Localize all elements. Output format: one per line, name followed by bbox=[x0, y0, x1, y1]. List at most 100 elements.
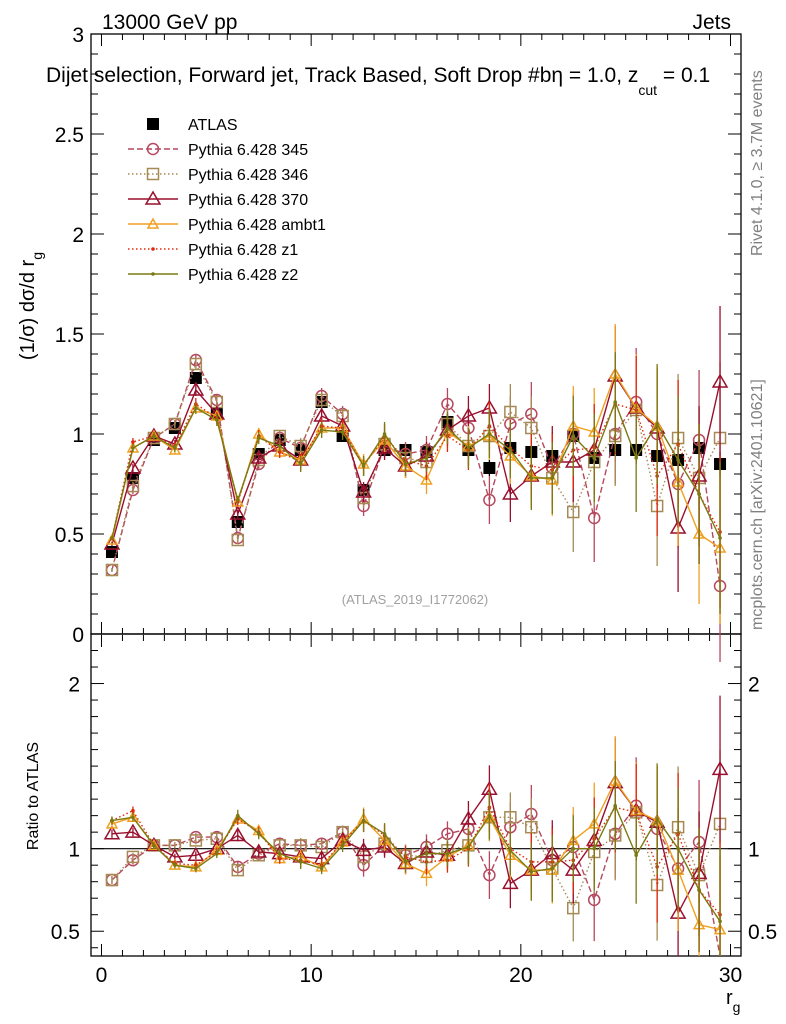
series-line-ambt1 bbox=[111, 372, 721, 549]
legend-marker-p346 bbox=[146, 167, 160, 181]
ratio-series-p370 bbox=[103, 695, 729, 956]
data-point-z2 bbox=[676, 458, 680, 462]
data-point-ambt1 bbox=[105, 533, 119, 545]
ratio-y-tick-label-right: 2 bbox=[748, 674, 760, 697]
ratio-point-ambt1 bbox=[420, 866, 433, 879]
ratio-point-z1 bbox=[131, 808, 135, 813]
ratio-point-p370 bbox=[250, 843, 268, 858]
data-point-z2 bbox=[613, 400, 617, 404]
legend: ATLAS Pythia 6.428 345 Pythia 6.428 346 Pyt… bbox=[128, 117, 326, 284]
ratio-y-tick-label-right: 0.5 bbox=[748, 921, 777, 944]
legend-marker-p345 bbox=[146, 142, 160, 156]
title-main: Dijet selection, Forward jet, Track Base… bbox=[46, 64, 551, 87]
ratio-point-p370 bbox=[502, 874, 519, 890]
legend-item-ambt1: Pythia 6.428 ambt1 bbox=[128, 217, 326, 234]
ratio-line-p345 bbox=[111, 804, 721, 957]
data-point-z2 bbox=[508, 448, 513, 452]
legend-item-atlas: ATLAS bbox=[147, 117, 238, 134]
ratio-point-z2 bbox=[382, 832, 387, 836]
data-point-p345 bbox=[587, 511, 601, 525]
ratio-point-z2 bbox=[361, 818, 366, 823]
data-point-z2 bbox=[634, 456, 638, 460]
data-point-p370 bbox=[460, 407, 477, 422]
data-point-z2 bbox=[592, 456, 597, 460]
ratio-point-z2 bbox=[277, 851, 282, 856]
ratio-y-tick-label: 1 bbox=[68, 839, 80, 862]
data-point-p370 bbox=[145, 427, 163, 442]
ratio-series-group bbox=[103, 695, 729, 957]
series-line-p370 bbox=[111, 374, 721, 545]
ratio-series-p345 bbox=[105, 757, 721, 957]
data-point-p346 bbox=[525, 421, 538, 435]
data-point-z2 bbox=[131, 446, 135, 450]
data-point-p370 bbox=[250, 449, 268, 464]
legend-item-p346: Pythia 6.428 346 bbox=[128, 167, 308, 184]
series-line-p346 bbox=[111, 362, 721, 571]
title-tail: = 0.1 bbox=[657, 64, 710, 87]
data-point-z2 bbox=[235, 498, 240, 502]
y-axis-title-main: (1/σ) dσ/d r bbox=[17, 259, 39, 360]
ratio-point-z2 bbox=[298, 860, 303, 864]
legend-label: Pythia 6.428 370 bbox=[188, 192, 308, 209]
ratio-point-p345 bbox=[483, 868, 496, 882]
data-point-z2 bbox=[403, 462, 408, 466]
data-point-z1 bbox=[131, 440, 135, 444]
data-point-atlas bbox=[483, 462, 496, 474]
y-axis-title: (1/σ) dσ/d rg bbox=[17, 252, 45, 360]
legend-label: Pythia 6.428 z2 bbox=[188, 267, 298, 284]
data-point-z2 bbox=[697, 492, 701, 496]
data-point-p370 bbox=[103, 535, 121, 550]
ratio-point-z2 bbox=[529, 869, 534, 874]
data-point-p370 bbox=[355, 483, 372, 498]
ratio-point-z2 bbox=[110, 818, 114, 823]
legend-label: Pythia 6.428 z1 bbox=[188, 242, 298, 259]
ratio-point-z2 bbox=[571, 846, 576, 851]
data-point-z2 bbox=[256, 436, 261, 440]
data-point-ambt1 bbox=[420, 473, 433, 485]
data-point-z2 bbox=[298, 462, 303, 466]
ratio-point-p370 bbox=[376, 838, 393, 853]
x-axis-title-r: r bbox=[726, 987, 733, 1009]
data-point-z2 bbox=[718, 536, 722, 540]
data-point-p370 bbox=[711, 373, 729, 388]
ratio-series-z2 bbox=[110, 760, 722, 956]
ratio-point-p370 bbox=[460, 810, 477, 825]
legend-marker-z1 bbox=[151, 247, 155, 251]
y-tick-label: 1.5 bbox=[55, 324, 84, 347]
data-point-z2 bbox=[340, 430, 345, 434]
ratio-y-axis-title: Ratio to ATLAS bbox=[25, 742, 42, 850]
plot-title: Dijet selection, Forward jet, Track Base… bbox=[46, 64, 710, 98]
ratio-point-z2 bbox=[613, 803, 617, 808]
ratio-point-p346 bbox=[525, 820, 538, 834]
data-point-p346 bbox=[315, 393, 328, 407]
title-sub: cut bbox=[638, 82, 657, 98]
ratio-line-z1 bbox=[111, 805, 721, 916]
data-point-ambt1 bbox=[168, 443, 182, 455]
data-point-z2 bbox=[487, 432, 492, 436]
ratio-point-z2 bbox=[424, 851, 429, 856]
ratio-y-tick-label-right: 1 bbox=[748, 839, 760, 862]
data-point-z2 bbox=[466, 446, 471, 450]
y-axis-title-sub: g bbox=[29, 252, 45, 260]
main-series-group bbox=[103, 306, 729, 662]
ratio-point-z2 bbox=[718, 919, 722, 924]
ratio-point-p370 bbox=[145, 836, 163, 852]
data-point-p346 bbox=[168, 417, 182, 431]
axes-group: 0 10 20 30 0 0.5 1 1.5 2 2.5 3 0.5 0.5 1 1 2 2 bbox=[51, 24, 777, 987]
ratio-point-p346 bbox=[504, 811, 517, 824]
ratio-point-z2 bbox=[152, 843, 156, 848]
data-point-z2 bbox=[529, 476, 534, 480]
data-point-p370 bbox=[187, 381, 205, 396]
ratio-point-ambt1 bbox=[168, 858, 182, 870]
x-tick-label: 10 bbox=[299, 964, 322, 987]
data-point-z2 bbox=[424, 456, 429, 460]
ratio-point-z2 bbox=[487, 813, 492, 818]
data-point-z2 bbox=[571, 434, 576, 438]
data-point-z2 bbox=[319, 428, 324, 432]
ratio-point-p346 bbox=[231, 863, 245, 877]
ratio-point-z2 bbox=[194, 866, 198, 871]
data-point-z2 bbox=[445, 426, 450, 430]
analysis-watermark: (ATLAS_2019_I1772062) bbox=[342, 592, 488, 607]
ratio-point-z2 bbox=[403, 860, 408, 864]
